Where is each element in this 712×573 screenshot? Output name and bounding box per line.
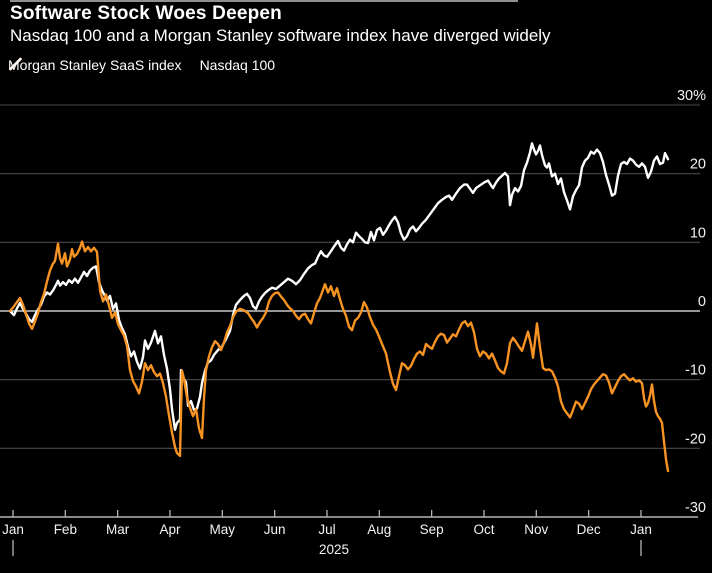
x-tick-label: Apr — [159, 522, 181, 537]
y-tick-label: 0 — [698, 294, 706, 310]
x-tick-label: Nov — [524, 522, 548, 537]
y-tick-label: -30 — [685, 500, 706, 516]
x-tick-label: Feb — [54, 522, 77, 537]
chart-subtitle: Nasdaq 100 and a Morgan Stanley software… — [10, 26, 551, 45]
year-label: 2025 — [319, 542, 349, 557]
y-tick-label: 20 — [690, 157, 706, 173]
x-tick-label: Mar — [106, 522, 130, 537]
y-tick-label: -10 — [685, 363, 706, 379]
saas-series-line — [8, 240, 670, 473]
legend-label-nasdaq: Nasdaq 100 — [199, 57, 276, 73]
chart-title: Software Stock Woes Deepen — [10, 3, 282, 24]
y-tick-label: 10 — [690, 225, 706, 241]
legend-item-nasdaq: Nasdaq 100 — [9, 57, 276, 73]
x-tick-label: Jan — [630, 522, 652, 537]
x-tick-label: May — [210, 522, 236, 537]
x-tick-label: Jan — [2, 522, 24, 537]
white-slash-icon — [9, 57, 22, 71]
y-tick-label: 30% — [677, 88, 706, 104]
nasdaq-series-line — [8, 142, 670, 431]
legend-label-saas: Morgan Stanley SaaS index — [8, 57, 182, 73]
x-tick-label: Oct — [473, 522, 494, 537]
x-tick-label: Jul — [318, 522, 335, 537]
x-tick-label: Aug — [367, 522, 391, 537]
x-tick-label: Sep — [420, 522, 444, 537]
x-tick-label: Jun — [264, 522, 286, 537]
x-tick-label: Dec — [577, 522, 601, 537]
y-tick-label: -20 — [685, 431, 706, 447]
top-border-line — [10, 0, 518, 2]
chart-legend: Morgan Stanley SaaS index Nasdaq 100 — [8, 57, 275, 73]
